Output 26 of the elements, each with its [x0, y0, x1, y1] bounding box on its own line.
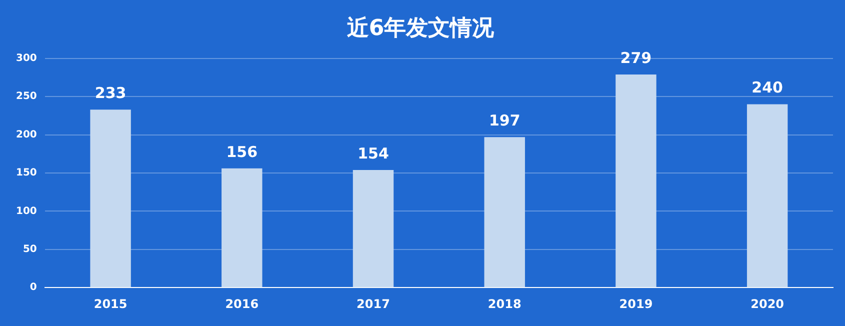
y-tick-label: 100: [16, 206, 37, 217]
y-tick-label: 300: [16, 52, 37, 64]
bar: [222, 168, 262, 288]
x-tick-label: 2015: [94, 296, 128, 311]
data-label: 156: [226, 142, 258, 161]
data-label: 279: [620, 48, 652, 67]
x-tick-label: 2016: [225, 296, 259, 311]
x-tick-label: 2019: [619, 296, 653, 311]
y-tick-label: 150: [16, 168, 37, 179]
data-label: 240: [752, 78, 783, 97]
y-tick-label: 50: [22, 244, 37, 255]
y-tick-label: 250: [16, 91, 37, 102]
data-label: 154: [358, 144, 389, 162]
bar: [484, 137, 525, 288]
bar: [616, 74, 656, 288]
y-tick-label: 200: [16, 129, 37, 140]
chart-title: 近6年发文情况: [346, 14, 496, 41]
data-label: 233: [94, 84, 126, 102]
y-tick-label: 0: [30, 282, 37, 294]
x-tick-label: 2018: [488, 296, 522, 311]
bar: [352, 170, 394, 288]
x-tick-label: 2020: [750, 296, 784, 311]
x-tick-label: 2017: [356, 296, 390, 311]
bar: [90, 110, 131, 288]
data-label: 197: [488, 111, 520, 130]
bar: [746, 104, 788, 288]
